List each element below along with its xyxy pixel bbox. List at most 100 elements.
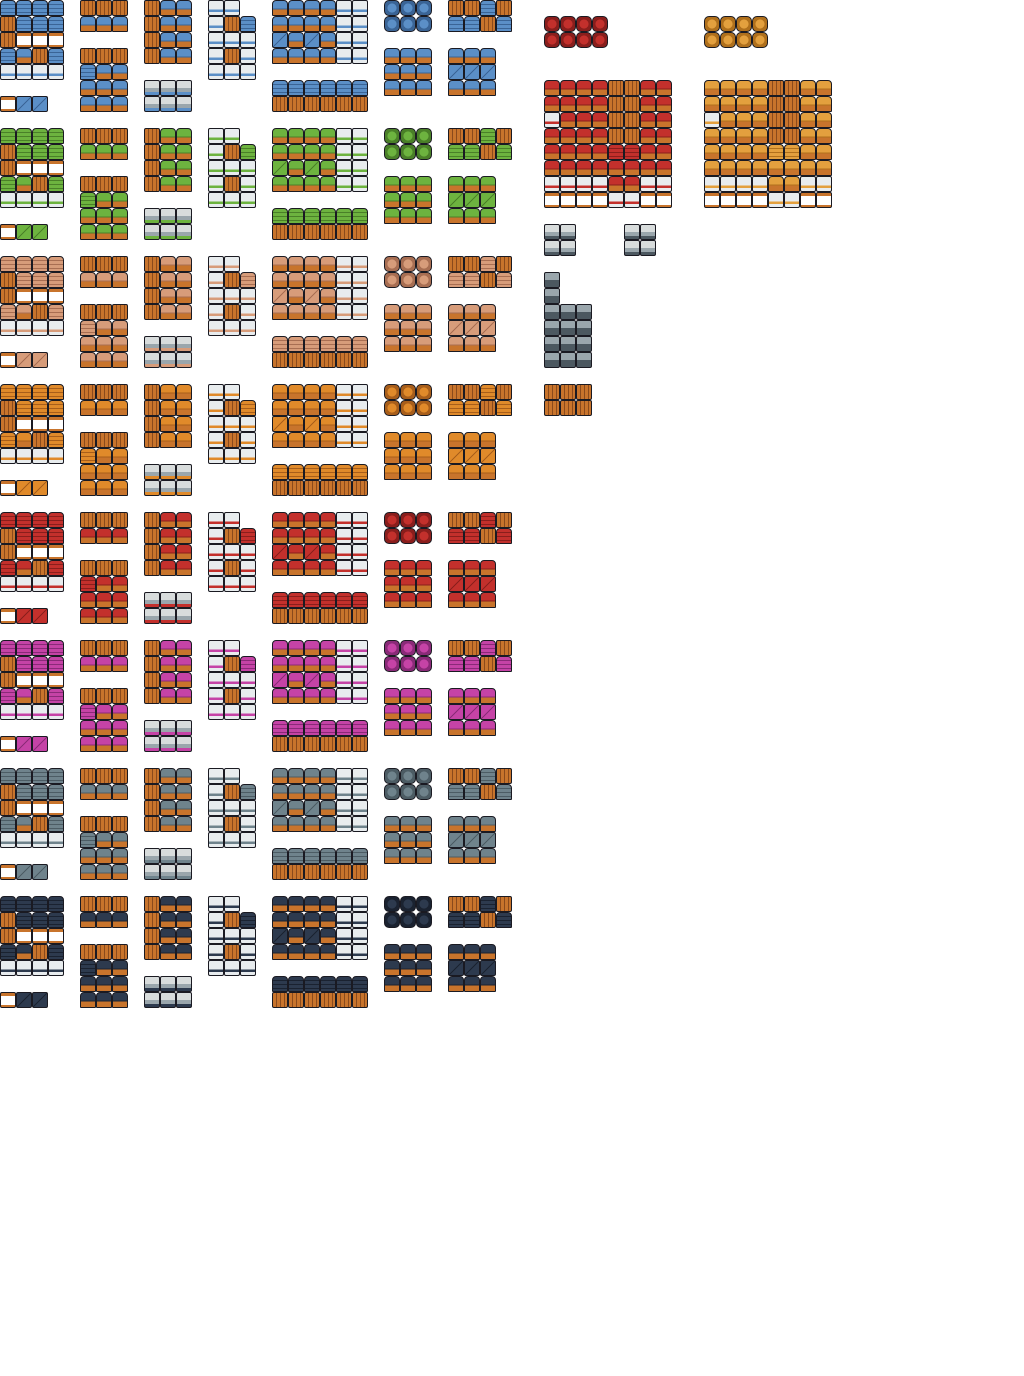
sign-tile — [16, 480, 32, 496]
house-tile — [144, 944, 160, 960]
tower-tile — [224, 800, 240, 816]
house-tile — [160, 128, 176, 144]
house-tile — [112, 640, 128, 656]
gate-tile — [560, 224, 576, 240]
roof-tile — [272, 288, 288, 304]
building-tile — [16, 768, 32, 784]
tower-tile — [224, 48, 240, 64]
roof-tile — [288, 128, 304, 144]
house-tile — [80, 592, 96, 608]
roof-tile — [288, 512, 304, 528]
roof-tile — [448, 768, 464, 784]
castle-tile — [752, 96, 768, 112]
tower-tile — [224, 544, 240, 560]
tower-tile — [240, 576, 256, 592]
house-tile — [176, 688, 192, 704]
house-tile — [144, 288, 160, 304]
house-tile — [160, 688, 176, 704]
roof-tile — [320, 432, 336, 448]
sign-tile — [32, 480, 48, 496]
building-tile — [32, 192, 48, 208]
roof-tile — [352, 608, 368, 624]
roof-tile — [304, 208, 320, 224]
roof-tile — [320, 224, 336, 240]
tower-tile — [208, 656, 224, 672]
castle-tile — [592, 160, 608, 176]
tower-tile — [240, 960, 256, 976]
castle-tile — [816, 192, 832, 208]
castle-tile — [752, 160, 768, 176]
roof-tile — [336, 640, 352, 656]
sign-tile — [16, 736, 32, 752]
building-tile — [48, 304, 64, 320]
house-tile — [400, 176, 416, 192]
castle-tile — [800, 192, 816, 208]
castle-tile — [592, 192, 608, 208]
house-tile — [400, 448, 416, 464]
house-tile — [112, 144, 128, 160]
tower-tile — [208, 672, 224, 688]
roof-tile — [496, 912, 512, 928]
castle-tile — [624, 112, 640, 128]
stone-hut-tile — [176, 608, 192, 624]
building-tile — [0, 640, 16, 656]
house-tile — [112, 992, 128, 1008]
roof-tile — [480, 144, 496, 160]
stone-hut-tile — [144, 480, 160, 496]
roof-tile — [304, 608, 320, 624]
roof-tile — [304, 512, 320, 528]
building-tile — [16, 448, 32, 464]
house-tile — [80, 784, 96, 800]
building-tile — [32, 528, 48, 544]
house-tile — [384, 208, 400, 224]
house-tile — [160, 416, 176, 432]
house-tile — [96, 224, 112, 240]
tower-tile — [240, 288, 256, 304]
castle-tile — [816, 160, 832, 176]
house-tile — [400, 576, 416, 592]
house-tile — [448, 48, 464, 64]
roof-tile — [304, 720, 320, 736]
tower-tile — [224, 896, 240, 912]
tower-tile — [208, 192, 224, 208]
roof-tile — [304, 48, 320, 64]
building-tile — [48, 656, 64, 672]
roof-tile — [464, 640, 480, 656]
building-tile — [16, 304, 32, 320]
castle-tile — [720, 192, 736, 208]
castle-tile — [560, 144, 576, 160]
stone-hut-tile — [160, 80, 176, 96]
stone-hut-tile — [176, 592, 192, 608]
castle-tile — [816, 176, 832, 192]
building-tile — [16, 32, 32, 48]
house-tile — [464, 432, 480, 448]
castle-tile — [752, 176, 768, 192]
roof-tile — [304, 912, 320, 928]
castle-tile — [736, 176, 752, 192]
roof-tile — [448, 512, 464, 528]
roof-tile — [288, 48, 304, 64]
house-tile — [96, 768, 112, 784]
tower-tile — [224, 832, 240, 848]
stone-hut-tile — [160, 848, 176, 864]
roof-tile — [352, 352, 368, 368]
sign-tile — [32, 736, 48, 752]
house-tile — [144, 176, 160, 192]
house-tile — [480, 704, 496, 720]
roof-tile — [272, 544, 288, 560]
stone-hut-tile — [176, 80, 192, 96]
roof-tile — [496, 16, 512, 32]
building-tile — [32, 304, 48, 320]
tower-tile — [208, 400, 224, 416]
house-tile — [416, 48, 432, 64]
roof-tile — [272, 144, 288, 160]
gate-tile — [640, 240, 656, 256]
house-tile — [160, 800, 176, 816]
roof-tile — [272, 48, 288, 64]
roof-tile — [352, 400, 368, 416]
house-tile — [96, 864, 112, 880]
building-tile — [0, 32, 16, 48]
roof-tile — [304, 928, 320, 944]
tower-tile — [208, 16, 224, 32]
house-tile — [144, 384, 160, 400]
